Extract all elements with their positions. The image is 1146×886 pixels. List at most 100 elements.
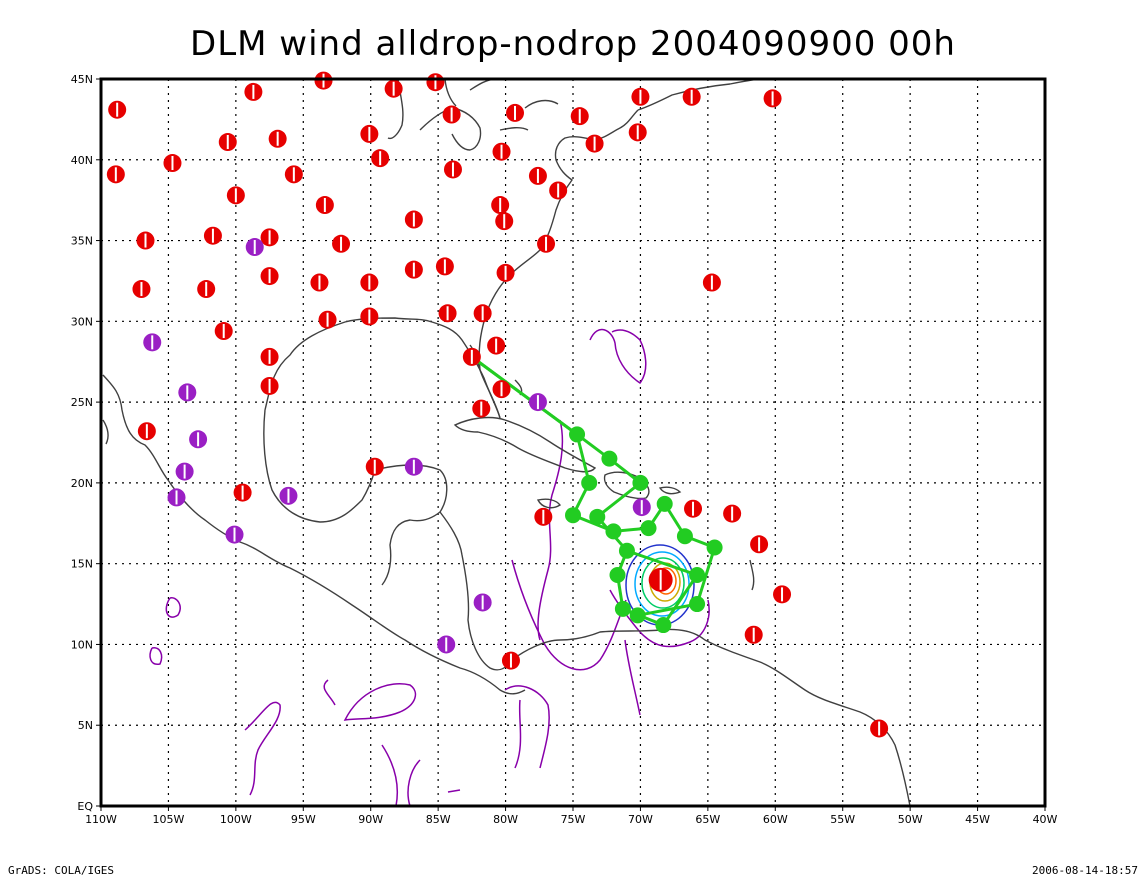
track-node xyxy=(629,607,646,624)
station-red xyxy=(106,165,125,184)
station-red xyxy=(360,273,379,292)
station-red xyxy=(226,186,245,205)
lon-tick-label: 90W xyxy=(358,813,383,826)
lon-tick-label: 110W xyxy=(85,813,117,826)
track-node xyxy=(618,542,635,559)
lat-lon-grid xyxy=(101,79,1045,806)
station-red xyxy=(244,82,263,101)
station-red xyxy=(472,399,491,418)
track-node xyxy=(569,426,586,443)
track-node xyxy=(689,596,706,613)
station-red xyxy=(360,124,379,143)
station-red xyxy=(203,226,222,245)
station-purple xyxy=(178,383,197,402)
station-red xyxy=(260,347,279,366)
lon-tick-label: 100W xyxy=(220,813,252,826)
track-node xyxy=(689,566,706,583)
station-red xyxy=(501,651,520,670)
station-red xyxy=(260,376,279,395)
station-red xyxy=(163,154,182,173)
station-red xyxy=(462,347,481,366)
station-red xyxy=(233,483,252,502)
track-node xyxy=(632,474,649,491)
dropsonde-stations xyxy=(106,71,889,738)
footer-grads-label: GrADS: COLA/IGES xyxy=(8,864,114,877)
station-red xyxy=(496,263,515,282)
lat-tick-label: 25N xyxy=(71,396,93,409)
track-node xyxy=(605,523,622,540)
lon-tick-label: 75W xyxy=(561,813,586,826)
station-red xyxy=(750,535,769,554)
station-purple xyxy=(404,457,423,476)
station-red xyxy=(360,307,379,326)
track-node xyxy=(581,474,598,491)
map-title: DLM wind alldrop-nodrop 2004090900 00h xyxy=(190,24,956,64)
lon-tick-label: 95W xyxy=(291,813,316,826)
lon-tick-label: 80W xyxy=(493,813,518,826)
station-red xyxy=(332,234,351,253)
lat-tick-label: 30N xyxy=(71,315,93,328)
track-node xyxy=(614,600,631,617)
station-red xyxy=(218,133,237,152)
station-purple xyxy=(437,635,456,654)
station-red xyxy=(473,304,492,323)
lat-tick-label: 35N xyxy=(71,235,93,248)
lat-tick-label: 10N xyxy=(71,638,93,651)
station-red xyxy=(442,105,461,124)
station-red xyxy=(763,89,782,108)
station-red xyxy=(495,212,514,231)
station-red xyxy=(585,134,604,153)
station-red xyxy=(132,280,151,299)
station-red xyxy=(365,457,384,476)
station-purple xyxy=(473,593,492,612)
lon-tick-label: 60W xyxy=(763,813,788,826)
station-red xyxy=(404,210,423,229)
station-purple xyxy=(143,333,162,352)
station-red xyxy=(492,142,511,161)
hurricane-center-marker xyxy=(648,567,673,592)
lat-tick-label: 20N xyxy=(71,477,93,490)
station-purple xyxy=(279,486,298,505)
station-purple xyxy=(632,498,651,517)
track-line xyxy=(470,355,717,617)
station-red xyxy=(137,422,156,441)
station-red xyxy=(570,107,589,126)
station-red xyxy=(214,322,233,341)
map-frame xyxy=(99,77,1047,808)
track-node xyxy=(706,539,723,556)
station-red xyxy=(438,304,457,323)
station-red xyxy=(268,129,287,148)
lon-tick-label: 45W xyxy=(965,813,990,826)
station-red xyxy=(506,103,525,122)
station-red xyxy=(528,166,547,185)
wind-difference-contours xyxy=(149,328,710,806)
lat-tick-label: 40N xyxy=(71,154,93,167)
lon-tick-label: 85W xyxy=(426,813,451,826)
station-red xyxy=(744,625,763,644)
station-red xyxy=(870,719,889,738)
station-red xyxy=(684,499,703,518)
track-node xyxy=(589,508,606,525)
station-purple xyxy=(245,238,264,257)
station-red xyxy=(487,336,506,355)
station-red xyxy=(108,100,127,119)
track-node xyxy=(656,495,673,512)
lon-tick-label: 50W xyxy=(898,813,923,826)
lat-tick-label: 15N xyxy=(71,558,93,571)
coastlines xyxy=(102,79,911,806)
station-red xyxy=(404,260,423,279)
station-red xyxy=(549,181,568,200)
track-node xyxy=(640,520,657,537)
track-node xyxy=(676,528,693,545)
station-red xyxy=(371,149,390,168)
station-red xyxy=(628,123,647,142)
station-red xyxy=(435,257,454,276)
station-purple xyxy=(189,430,208,449)
station-purple xyxy=(175,462,194,481)
station-red xyxy=(260,267,279,286)
station-red xyxy=(284,165,303,184)
station-red xyxy=(631,87,650,106)
station-red xyxy=(197,280,216,299)
track-node xyxy=(655,617,672,634)
